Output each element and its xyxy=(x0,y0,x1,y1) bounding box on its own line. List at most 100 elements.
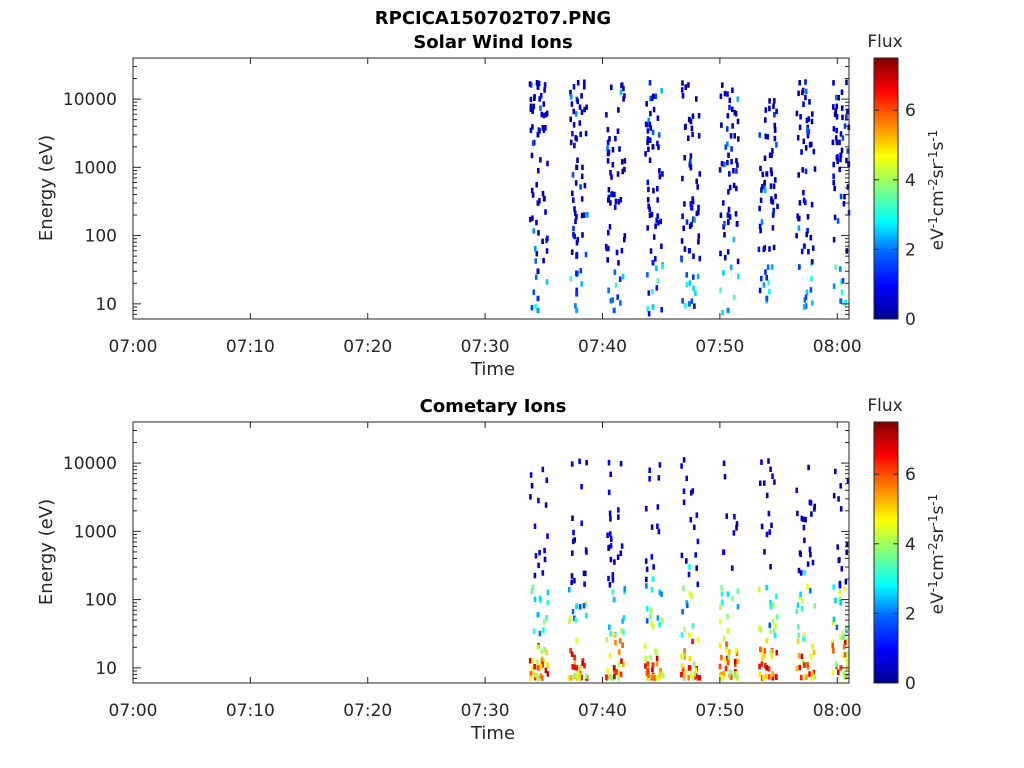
heatmap-cell xyxy=(690,490,693,496)
heatmap-cell xyxy=(568,615,572,621)
heatmap-cell xyxy=(729,669,733,675)
heatmap-cell xyxy=(805,231,808,238)
heatmap-cell xyxy=(723,220,726,227)
heatmap-cell xyxy=(839,483,842,489)
heatmap-cell xyxy=(576,670,580,677)
heatmap-cell xyxy=(846,638,850,644)
heatmap-cell xyxy=(605,245,609,252)
heatmap-cell xyxy=(727,206,731,213)
heatmap-cell xyxy=(574,210,577,217)
heatmap-cell xyxy=(623,158,627,164)
heatmap-cell xyxy=(802,197,806,204)
heatmap-cell xyxy=(688,280,692,286)
heatmap-cell xyxy=(735,185,738,192)
heatmap-cell xyxy=(810,675,814,681)
heatmap-cell xyxy=(687,82,690,88)
heatmap-cell xyxy=(838,596,841,603)
heatmap-cell xyxy=(770,152,773,158)
heatmap-cell xyxy=(832,648,835,654)
heatmap-cell xyxy=(623,166,626,173)
heatmap-cell xyxy=(621,273,625,280)
heatmap-cell xyxy=(680,663,684,669)
heatmap-cell xyxy=(834,135,838,141)
heatmap-cell xyxy=(698,255,702,262)
heatmap-cell xyxy=(537,497,540,504)
heatmap-cell xyxy=(546,160,549,167)
heatmap-cell xyxy=(846,148,850,154)
colorbar-tick-label: 2 xyxy=(905,604,916,624)
heatmap-cell xyxy=(718,167,722,173)
heatmap-cell xyxy=(767,666,771,672)
heatmap-cell xyxy=(572,225,575,232)
heatmap-cell xyxy=(764,269,767,275)
heatmap-cell xyxy=(723,473,727,480)
heatmap-cell xyxy=(726,307,730,314)
heatmap-cell xyxy=(538,128,541,134)
heatmap-cell xyxy=(807,248,810,255)
heatmap-cell xyxy=(546,235,549,242)
heatmap-cell xyxy=(608,624,611,630)
heatmap-cell xyxy=(735,521,739,527)
heatmap-cell xyxy=(650,620,653,627)
heatmap-cell xyxy=(841,135,845,141)
heatmap-cell xyxy=(644,663,647,669)
heatmap-cell xyxy=(833,185,836,192)
x-tick-label: 07:10 xyxy=(226,701,275,721)
heatmap-cell xyxy=(695,565,698,571)
heatmap-cell xyxy=(650,675,654,681)
heatmap-cell xyxy=(535,182,538,188)
heatmap-cell xyxy=(648,121,652,128)
heatmap-cell xyxy=(646,179,650,186)
heatmap-cell xyxy=(650,587,654,593)
heatmap-cell xyxy=(839,279,843,285)
heatmap-cell xyxy=(773,111,776,118)
heatmap-cell xyxy=(620,628,623,634)
heatmap-cell xyxy=(841,630,844,637)
heatmap-cell xyxy=(843,586,846,592)
heatmap-cell xyxy=(571,608,575,615)
heatmap-cell xyxy=(651,666,654,673)
heatmap-cell xyxy=(535,219,538,226)
heatmap-cell xyxy=(832,80,835,86)
heatmap-cell xyxy=(736,118,740,125)
heatmap-cell xyxy=(620,82,624,88)
heatmap-cell xyxy=(811,559,815,566)
heatmap-cell xyxy=(614,198,618,205)
heatmap-cell xyxy=(696,675,699,681)
heatmap-cell xyxy=(840,105,844,111)
heatmap-cell xyxy=(836,158,839,164)
heatmap-cell xyxy=(613,204,617,210)
heatmap-cell xyxy=(810,118,814,125)
heatmap-cell xyxy=(696,184,699,190)
heatmap-cell xyxy=(680,632,684,638)
heatmap-cell xyxy=(725,641,728,647)
heatmap-cell xyxy=(573,206,576,212)
heatmap-cell xyxy=(809,587,812,594)
heatmap-cell xyxy=(812,649,816,656)
heatmap-cell xyxy=(736,96,740,102)
heatmap-cell xyxy=(531,108,534,114)
heatmap-cell xyxy=(761,171,765,178)
heatmap-cell xyxy=(610,675,614,681)
heatmap-cell xyxy=(569,94,573,100)
heatmap-cell xyxy=(694,290,697,296)
heatmap-cell xyxy=(660,87,663,94)
heatmap-cell xyxy=(832,616,836,622)
heatmap-cell xyxy=(570,573,574,579)
heatmap-cell xyxy=(611,572,615,578)
heatmap-cell xyxy=(608,224,612,230)
heatmap-cell xyxy=(737,273,740,280)
heatmap-cell xyxy=(691,638,694,645)
heatmap-cell xyxy=(692,285,695,291)
heatmap-cell xyxy=(797,215,800,222)
heatmap-cell xyxy=(658,621,661,628)
heatmap-cell xyxy=(682,674,686,680)
heatmap-cell xyxy=(578,672,581,679)
heatmap-cell xyxy=(645,576,648,583)
heatmap-cell xyxy=(839,600,843,606)
heatmap-cell xyxy=(722,270,725,276)
heatmap-cell xyxy=(760,459,763,465)
heatmap-cell xyxy=(533,94,536,100)
heatmap-cell xyxy=(684,303,687,309)
heatmap-cell xyxy=(540,648,543,655)
